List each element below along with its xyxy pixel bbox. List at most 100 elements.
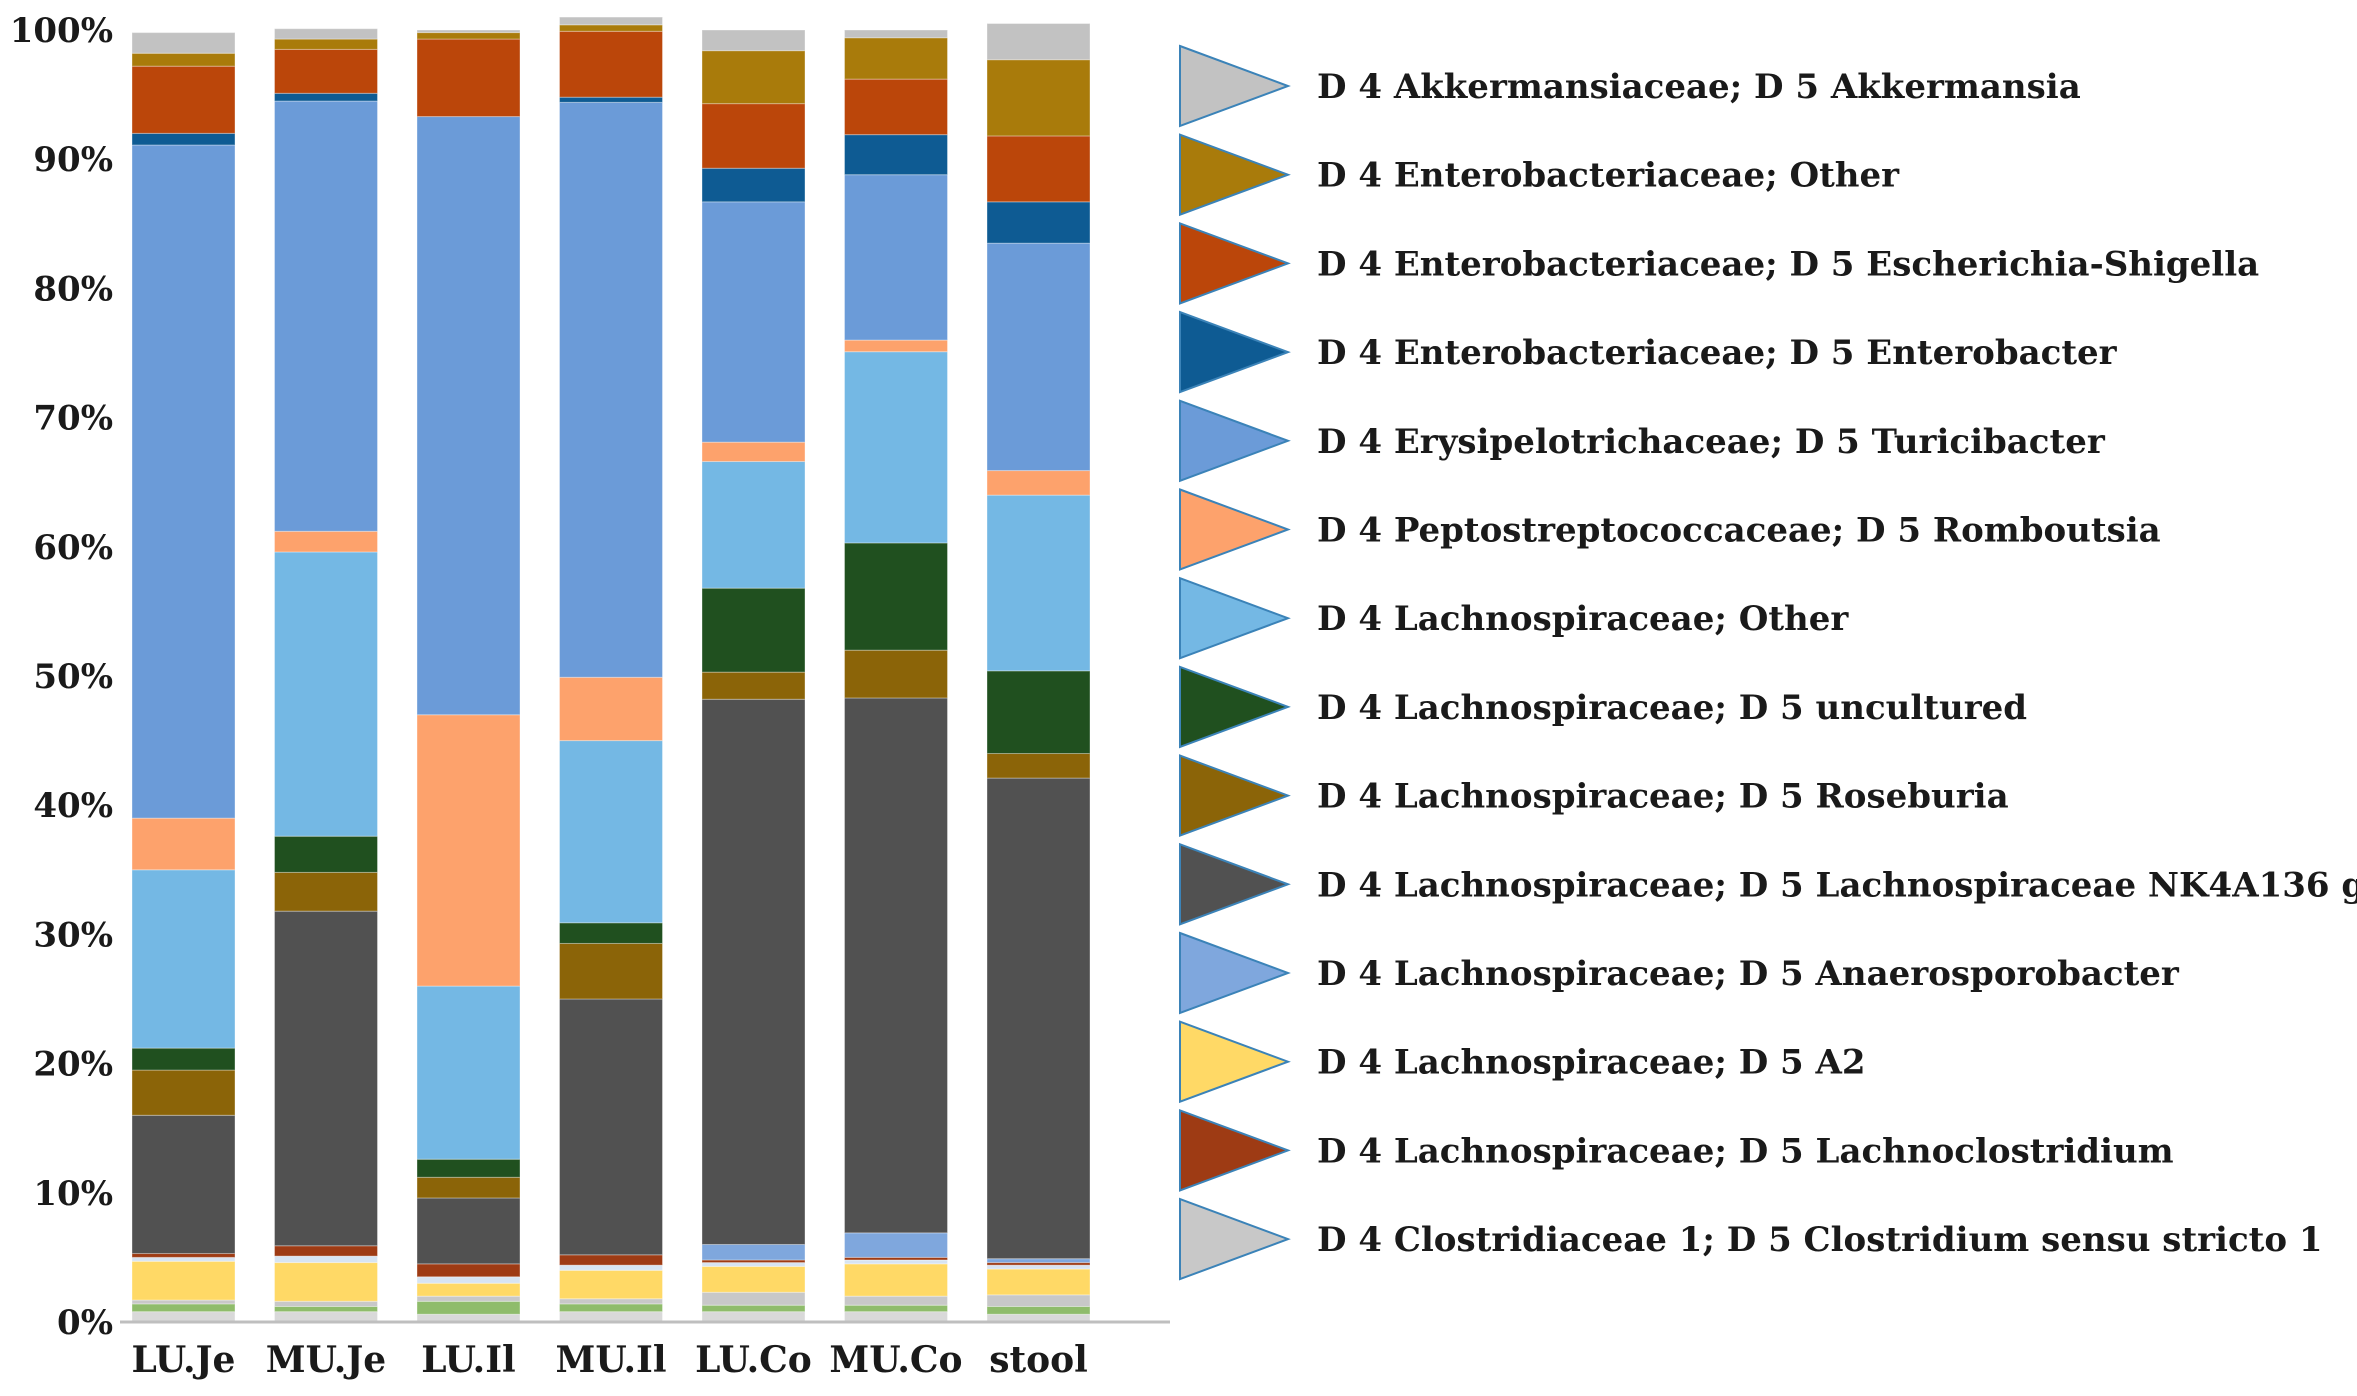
bar-segment [701,167,806,203]
bar-segment [274,38,378,50]
bar-segment [416,29,521,34]
bar-segment [844,29,948,39]
bar-segment [131,1253,236,1258]
legend-item: D 4 Enterobacteriaceae; D 5 Escherichia-… [1179,221,2259,305]
x-tick-label: MU.Co [829,1339,962,1381]
legend-label: D 4 Lachnospiraceae; D 5 Roseburia [1317,777,2009,817]
bar-segment [559,1311,663,1323]
bar-segment [274,1255,378,1264]
bar-segment [844,174,948,341]
bar-segment [701,587,806,673]
bar-segment [559,1298,663,1305]
y-tick-label: 70% [33,399,113,439]
bar-stack [274,28,378,1323]
bar-segment [559,101,663,678]
legend-swatch [1179,133,1291,217]
bar-segment [844,1295,948,1306]
bar-segment [559,942,663,1000]
bar-segment [844,1311,948,1323]
bar-segment [701,441,806,463]
bar-segment [131,32,236,54]
bar-segment [274,871,378,912]
bar-segment [559,922,663,944]
legend-swatch [1179,665,1291,749]
bar-segment [986,1264,1091,1270]
bar-segment [416,1197,521,1265]
legend: D 4 Akkermansiaceae; D 5 Akkermansia D 4 … [1179,44,2357,1281]
legend-label: D 4 Lachnospiraceae; D 5 A2 [1317,1043,1866,1083]
bar-segment [131,1299,236,1305]
x-tick-label: LU.Co [695,1339,812,1381]
bar-segment [986,59,1091,137]
bar-segment [559,676,663,742]
y-tick-label: 20% [33,1045,113,1085]
bar-segment [844,1259,948,1265]
bar-segment [274,530,378,553]
bar-segment [701,1304,806,1313]
legend-item: D 4 Lachnospiraceae; D 5 uncultured [1179,665,2027,749]
legend-swatch [1179,842,1291,926]
bar-segment [844,37,948,80]
legend-swatch [1179,221,1291,305]
legend-swatch [1179,399,1291,483]
bar-segment [274,1245,378,1257]
legend-swatch [1179,1197,1291,1281]
legend-swatch [1179,576,1291,660]
legend-item: D 4 Enterobacteriaceae; D 5 Enterobacter [1179,310,2118,394]
bar-segment [131,869,236,1049]
bar-segment [844,1304,948,1313]
x-tick-label: LU.Il [421,1339,515,1381]
legend-item: D 4 Lachnospiraceae; D 5 Lachnospiraceae… [1179,842,2357,926]
bar-segment [416,32,521,40]
y-tick-label: 30% [33,915,113,955]
bar-segment [844,1263,948,1297]
legend-item: D 4 Peptostreptococcaceae; D 5 Romboutsi… [1179,488,2161,571]
plot-area [131,16,1091,1323]
y-tick-label: 40% [33,786,113,826]
bar-segment [701,201,806,443]
legend-label: D 4 Lachnospiraceae; D 5 uncultured [1317,688,2027,728]
bar-segment [559,16,663,26]
bar-segment [131,1069,236,1116]
y-tick-label: 90% [33,140,113,180]
bar-segment [131,1260,236,1301]
legend-label: D 4 Peptostreptococcaceae; D 5 Romboutsi… [1317,511,2161,551]
bar-segment [416,1295,521,1302]
bar-segment [416,985,521,1160]
bar-segment [844,78,948,136]
bar-segment [986,670,1091,755]
bar-segment [701,1262,806,1267]
bar-segment [701,1291,806,1306]
x-tick-label: MU.Je [266,1339,386,1381]
legend-item: D 4 Lachnospiraceae; D 5 Roseburia [1179,754,2009,838]
bar-segment [701,1265,806,1293]
bar-segment [559,998,663,1256]
legend-item: D 4 Lachnospiraceae; D 5 A2 [1179,1020,1866,1104]
bar-segment [559,740,663,924]
bar-segment [701,461,806,589]
bar-segment [416,1158,521,1178]
bar-segment [416,116,521,716]
bar-segment [131,1311,236,1323]
y-tick-label: 10% [33,1174,113,1214]
bar-segment [844,542,948,651]
bar-segment [274,551,378,837]
bar-segment [559,30,663,98]
legend-item: D 4 Lachnospiraceae; D 5 Lachnoclostridi… [1179,1108,2174,1192]
bar-segment [844,134,948,176]
bar-segment [274,28,378,40]
bar-segment [274,92,378,102]
legend-item: D 4 Clostridiaceae 1; D 5 Clostridium se… [1179,1197,2323,1281]
bar-segment [844,339,948,353]
bar-segment [844,697,948,1234]
x-tick-label: LU.Je [132,1339,236,1381]
legend-label: D 4 Lachnospiraceae; Other [1317,599,1849,639]
legend-label: D 4 Erysipelotrichaceae; D 5 Turicibacte… [1317,422,2106,462]
bar-segment [844,1232,948,1258]
y-tick-label: 60% [33,528,113,568]
bar-segment [559,1264,663,1271]
y-tick-label: 80% [33,269,113,309]
bar-segment [274,100,378,532]
bar-segment [274,910,378,1247]
y-tick-label: 0% [57,1303,113,1343]
